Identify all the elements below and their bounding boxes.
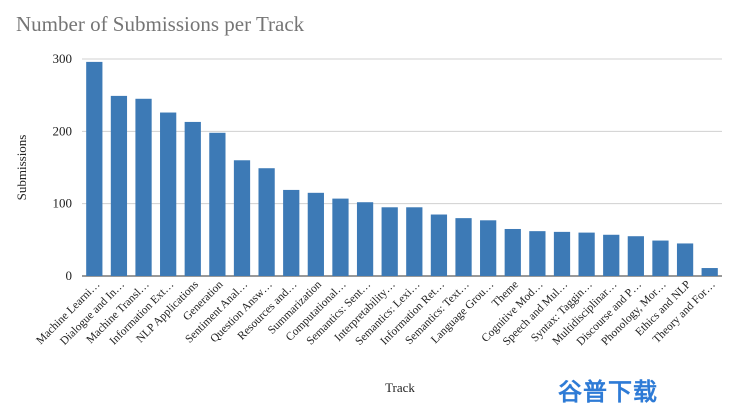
bar (455, 218, 472, 276)
bar (627, 236, 644, 276)
bar (258, 168, 275, 276)
bar (233, 160, 251, 276)
x-axis-title: Track (385, 380, 415, 395)
bar (553, 231, 571, 276)
bar (307, 192, 324, 276)
bar (480, 220, 497, 276)
bar (135, 98, 152, 277)
bar (504, 228, 521, 276)
bar (160, 112, 177, 276)
chart-title: Number of Submissions per Track (16, 12, 305, 36)
bar (381, 207, 398, 276)
y-tick-label: 300 (53, 51, 73, 66)
bar (701, 268, 718, 276)
bar (110, 95, 128, 276)
y-tick-label: 0 (66, 268, 73, 283)
bar (356, 202, 374, 276)
bar (430, 214, 448, 276)
bar (676, 243, 694, 276)
bar (86, 61, 103, 276)
bar (652, 240, 669, 276)
y-tick-label: 200 (53, 123, 73, 138)
bar (184, 121, 201, 277)
y-axis-title: Submissions (14, 135, 29, 201)
bar (603, 234, 620, 276)
bar (283, 189, 300, 276)
bar (578, 232, 595, 276)
y-tick-label: 100 (53, 196, 73, 211)
bar (332, 198, 349, 276)
bar (209, 132, 226, 276)
watermark-logo: 谷普下载 (558, 378, 658, 406)
bar (529, 231, 546, 276)
bar (406, 207, 423, 276)
